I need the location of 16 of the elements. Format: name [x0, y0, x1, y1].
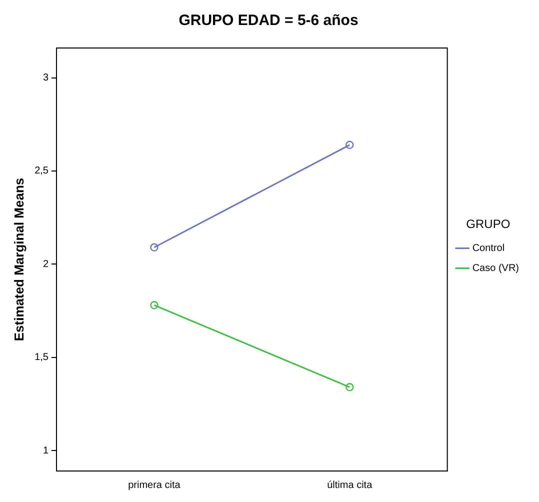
x-tick-label: última cita — [327, 480, 373, 491]
chart-title: GRUPO EDAD = 5-6 años — [178, 12, 358, 30]
y-tick-label: 3 — [42, 72, 49, 84]
legend-label: Caso (VR) — [472, 262, 520, 274]
x-tick-label: primera cita — [128, 480, 181, 491]
point — [150, 301, 158, 310]
legend-label: Control — [472, 242, 505, 254]
legend-title: GRUPO — [466, 217, 510, 232]
y-tick-label: 2,5 — [34, 166, 49, 177]
y-tick-label: 1,5 — [34, 352, 49, 364]
y-axis-title: Estimated Marginal Means — [11, 178, 26, 342]
point — [150, 243, 158, 252]
y-tick-label: 1 — [42, 445, 49, 456]
y-tick-label: 2 — [42, 258, 49, 270]
point — [346, 140, 354, 149]
point — [346, 383, 354, 392]
